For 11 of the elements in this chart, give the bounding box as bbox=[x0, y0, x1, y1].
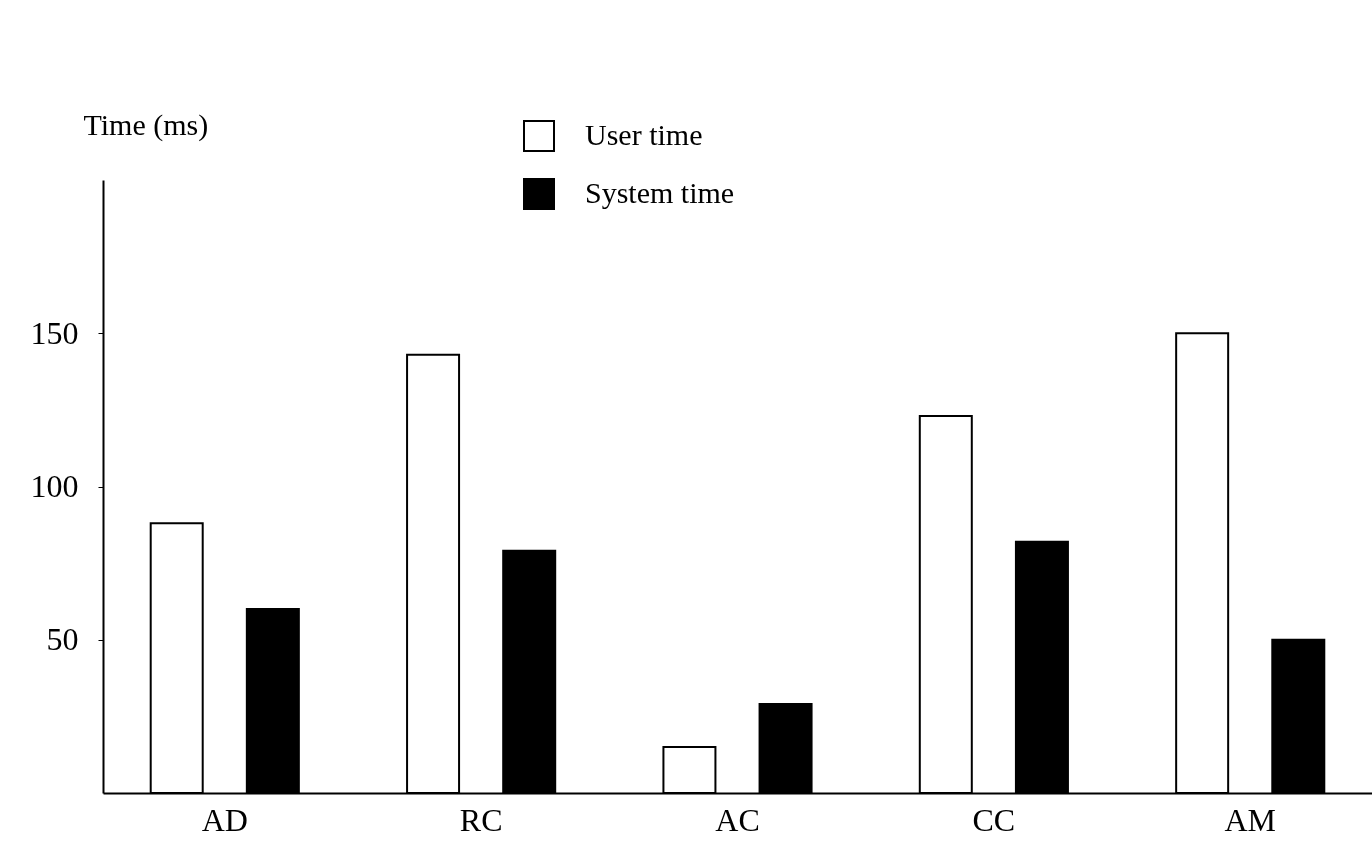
legend-label: System time bbox=[585, 176, 735, 209]
x-tick-label: AC bbox=[715, 801, 760, 838]
y-tick-label: 150 bbox=[30, 314, 79, 351]
y-tick-label: 50 bbox=[46, 621, 79, 658]
x-tick-label: AM bbox=[1224, 801, 1277, 838]
y-axis-title: Time (ms) bbox=[83, 107, 209, 142]
legend-label: User time bbox=[585, 118, 703, 151]
x-tick-label: RC bbox=[459, 801, 503, 838]
x-tick-label: AD bbox=[201, 801, 248, 838]
y-tick-label: 100 bbox=[30, 468, 79, 504]
x-tick-label: CC bbox=[972, 801, 1016, 838]
